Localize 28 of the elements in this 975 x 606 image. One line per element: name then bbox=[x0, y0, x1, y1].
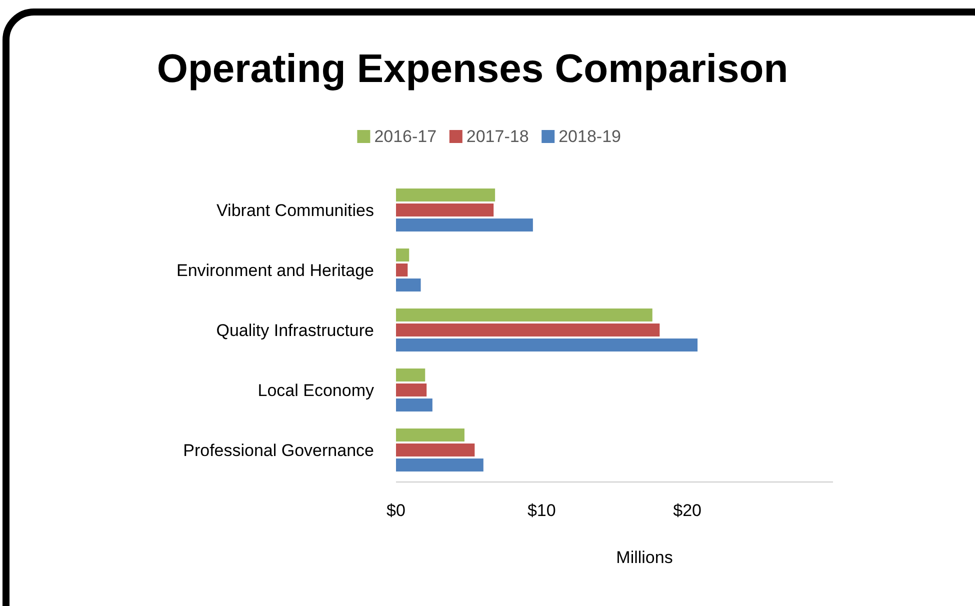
bar bbox=[396, 368, 426, 382]
y-tick-label: Environment and Heritage bbox=[176, 261, 374, 280]
bar bbox=[396, 444, 475, 456]
y-tick-label: Local Economy bbox=[258, 381, 374, 400]
bar bbox=[396, 218, 533, 232]
bar bbox=[396, 458, 484, 472]
x-tick-label: $0 bbox=[386, 501, 406, 520]
y-tick-label: Vibrant Communities bbox=[216, 201, 374, 220]
legend-label: 2016-17 bbox=[374, 127, 437, 146]
y-tick-label: Professional Governance bbox=[183, 441, 374, 460]
bar bbox=[396, 338, 698, 352]
bar bbox=[396, 308, 652, 322]
bar bbox=[396, 384, 427, 396]
bar bbox=[396, 188, 496, 202]
x-tick-label: $20 bbox=[673, 501, 702, 520]
bar bbox=[396, 264, 408, 276]
bar bbox=[396, 278, 421, 292]
y-tick-label: Quality Infrastructure bbox=[216, 321, 374, 340]
bar bbox=[396, 428, 464, 442]
bar bbox=[396, 324, 660, 336]
bar bbox=[396, 248, 410, 262]
bar bbox=[396, 204, 494, 216]
legend-label: 2018-19 bbox=[558, 127, 621, 146]
legend-label: 2017-18 bbox=[466, 127, 529, 146]
bar bbox=[396, 398, 432, 412]
x-tick-label: $10 bbox=[527, 501, 556, 520]
chart-title: Operating Expenses Comparison bbox=[156, 47, 788, 91]
x-axis-title: Millions bbox=[616, 548, 673, 567]
